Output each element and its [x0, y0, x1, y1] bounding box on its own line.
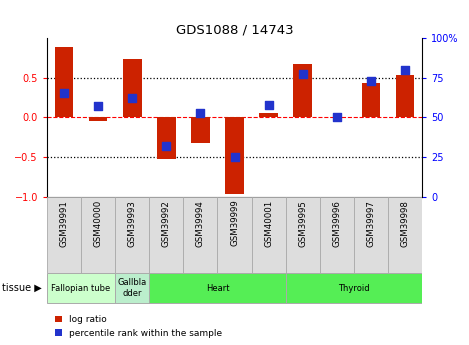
Bar	[225, 117, 244, 194]
Text: GSM40000: GSM40000	[93, 200, 103, 247]
Bar	[54, 48, 73, 117]
Text: GSM39995: GSM39995	[298, 200, 307, 247]
Bar	[259, 113, 278, 117]
Point	[197, 110, 204, 115]
Text: Fallopian tube: Fallopian tube	[52, 284, 111, 293]
FancyBboxPatch shape	[149, 273, 286, 303]
Text: GSM39992: GSM39992	[162, 200, 171, 247]
Text: Thyroid: Thyroid	[338, 284, 370, 293]
Bar	[157, 117, 176, 159]
Text: GSM39994: GSM39994	[196, 200, 205, 247]
Bar	[293, 64, 312, 117]
FancyBboxPatch shape	[286, 197, 320, 273]
Legend: log ratio, percentile rank within the sample: log ratio, percentile rank within the sa…	[52, 312, 226, 341]
Point	[367, 78, 375, 83]
FancyBboxPatch shape	[320, 197, 354, 273]
Text: GSM39991: GSM39991	[60, 200, 68, 247]
Point	[163, 143, 170, 149]
Bar	[362, 83, 380, 117]
FancyBboxPatch shape	[183, 197, 218, 273]
Text: Gallbla
dder: Gallbla dder	[118, 278, 147, 298]
Bar	[123, 59, 142, 117]
Bar	[396, 75, 415, 117]
Point	[129, 96, 136, 101]
Text: GSM39996: GSM39996	[333, 200, 341, 247]
Bar	[89, 117, 107, 121]
Point	[299, 72, 306, 77]
Point	[265, 102, 272, 107]
FancyBboxPatch shape	[47, 197, 81, 273]
Text: Heart: Heart	[206, 284, 229, 293]
Text: GSM39997: GSM39997	[366, 200, 376, 247]
Text: GSM40001: GSM40001	[264, 200, 273, 247]
Point	[231, 154, 238, 160]
FancyBboxPatch shape	[81, 197, 115, 273]
Point	[333, 115, 340, 120]
Title: GDS1088 / 14743: GDS1088 / 14743	[176, 24, 293, 37]
FancyBboxPatch shape	[251, 197, 286, 273]
FancyBboxPatch shape	[47, 273, 115, 303]
FancyBboxPatch shape	[218, 197, 251, 273]
FancyBboxPatch shape	[115, 197, 149, 273]
Text: tissue ▶: tissue ▶	[2, 283, 42, 293]
FancyBboxPatch shape	[388, 197, 422, 273]
FancyBboxPatch shape	[115, 273, 149, 303]
Text: GSM39999: GSM39999	[230, 200, 239, 246]
Point	[94, 104, 102, 109]
Point	[60, 91, 68, 96]
Text: GSM39998: GSM39998	[401, 200, 409, 247]
Bar	[191, 117, 210, 143]
Point	[401, 67, 409, 72]
FancyBboxPatch shape	[286, 273, 422, 303]
Text: GSM39993: GSM39993	[128, 200, 136, 247]
FancyBboxPatch shape	[149, 197, 183, 273]
FancyBboxPatch shape	[354, 197, 388, 273]
